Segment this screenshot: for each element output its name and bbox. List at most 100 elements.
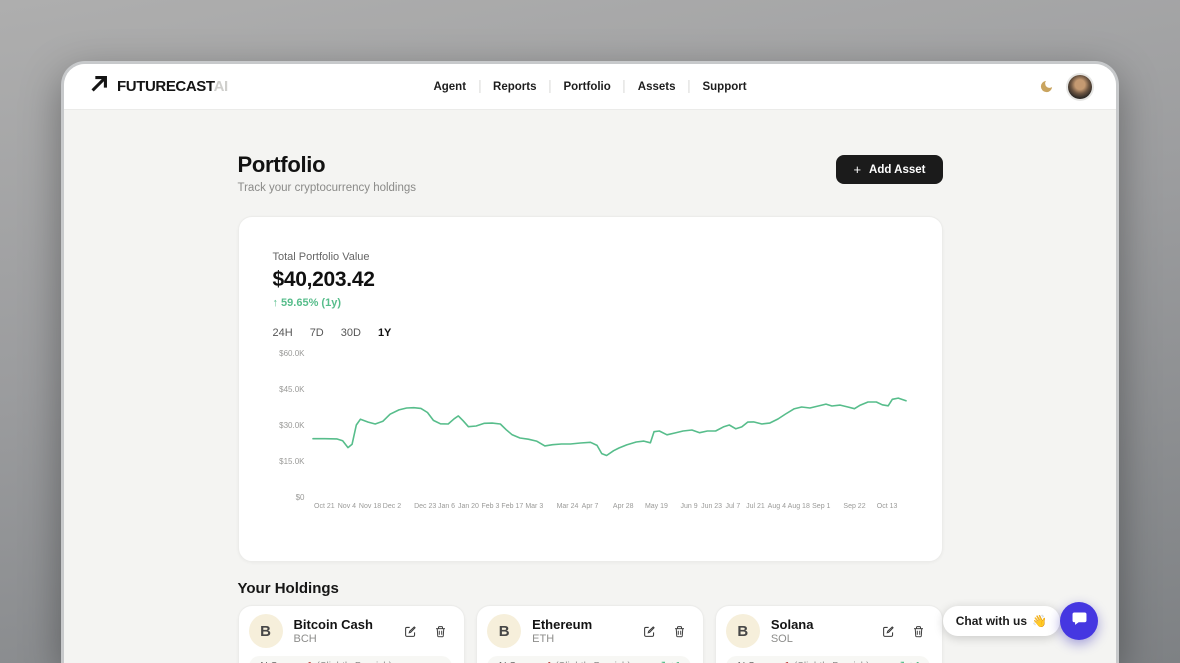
x-axis-label: Aug 18: [787, 503, 810, 510]
plus-icon: +: [853, 162, 862, 177]
ai-score-text: AI Score: -1 (Slightly Bearish): [736, 661, 870, 663]
x-axis-label: Jan 20: [457, 503, 479, 510]
portfolio-line-chart: $60.0K $45.0K $30.0K $15.0K $0: [273, 349, 907, 502]
ai-score-label: AI Score:: [259, 661, 300, 663]
top-navbar: FUTURECASTAI Agent Reports Portfolio Ass…: [64, 64, 1116, 110]
nav-divider: [688, 80, 690, 93]
nav-divider: [623, 80, 625, 93]
holding-card-eth: B Ethereum ETH: [476, 605, 704, 663]
ai-score-text: AI Score: -1 (Slightly Bearish): [259, 661, 393, 663]
chat-launcher-button[interactable]: [1060, 602, 1098, 640]
holdings-title: Your Holdings: [237, 580, 339, 597]
x-axis-label: Jul 21: [746, 503, 765, 510]
holding-card-sol: B Solana SOL: [714, 605, 943, 663]
portfolio-value-card: Total Portfolio Value $40,203.42 ↑ 59.65…: [237, 216, 943, 562]
ai-score-pill: AI Score: -1 (Slightly Bearish): [248, 656, 453, 663]
edit-icon[interactable]: [882, 625, 895, 638]
page-content: Portfolio Track your cryptocurrency hold…: [237, 152, 943, 663]
card-actions: [643, 625, 691, 638]
x-axis-label: Jun 23: [701, 503, 723, 510]
x-axis-label: May 19: [644, 503, 668, 510]
trend-value: +1: [669, 661, 680, 663]
y-axis-label: $30.0K: [279, 421, 305, 430]
delete-icon[interactable]: [673, 625, 686, 638]
coin-icon: B: [725, 614, 760, 648]
ai-score-label: AI Score:: [736, 661, 777, 663]
ai-score-value: -1: [781, 661, 790, 663]
x-axis-label: Jun 9: [680, 503, 698, 510]
x-axis-label: Jan 6: [437, 503, 456, 510]
page-header: Portfolio Track your cryptocurrency hold…: [238, 152, 943, 194]
coin-name: Bitcoin Cash: [293, 617, 373, 632]
main-nav: Agent Reports Portfolio Assets Support: [433, 80, 747, 93]
trending-up-icon: [655, 661, 666, 663]
coin-names: Ethereum ETH: [532, 617, 592, 645]
nav-divider: [479, 80, 481, 93]
edit-icon[interactable]: [404, 625, 417, 638]
nav-item-support[interactable]: Support: [702, 80, 747, 93]
delete-icon[interactable]: [912, 625, 925, 638]
x-axis-label: Dec 23: [414, 503, 437, 510]
trending-up-icon: [894, 661, 905, 663]
x-axis-label: Sep 1: [812, 503, 831, 510]
nav-item-reports[interactable]: Reports: [493, 80, 537, 93]
header-actions: [1037, 74, 1092, 99]
x-axis-label: Oct 13: [876, 503, 898, 510]
x-axis-label: Feb 17: [501, 503, 524, 510]
chat-label: Chat with us: [955, 614, 1028, 628]
app-window: FUTURECASTAI Agent Reports Portfolio Ass…: [61, 61, 1119, 663]
x-axis-label: Mar 24: [556, 503, 579, 510]
x-axis-label: Apr 28: [612, 503, 634, 510]
y-axis-label: $45.0K: [279, 385, 305, 394]
nav-item-agent[interactable]: Agent: [433, 80, 467, 93]
ai-score-value: -4: [542, 661, 551, 663]
add-asset-button[interactable]: + Add Asset: [836, 155, 943, 184]
chart-plot-area[interactable]: [311, 353, 907, 497]
ai-score-value: -1: [304, 661, 313, 663]
moon-icon[interactable]: [1037, 78, 1055, 96]
ai-score-pill: AI Score: -4 (Slightly Bearish) +1: [487, 656, 691, 663]
nav-item-portfolio[interactable]: Portfolio: [563, 80, 611, 93]
page-title-block: Portfolio Track your cryptocurrency hold…: [238, 152, 417, 194]
user-avatar[interactable]: [1068, 74, 1092, 99]
ai-score-sentiment: (Slightly Bearish): [555, 661, 631, 663]
range-tab-7d[interactable]: 7D: [309, 327, 324, 339]
x-axis-label: Sep 22: [843, 503, 866, 510]
coin-name: Solana: [770, 617, 814, 632]
chat-with-us-button[interactable]: Chat with us 👋: [942, 606, 1060, 636]
x-axis-label: Mar 3: [525, 503, 544, 510]
holding-card-header: B Ethereum ETH: [487, 614, 691, 648]
y-axis-label: $60.0K: [279, 349, 305, 358]
x-axis-label: Jul 7: [725, 503, 741, 510]
range-tab-24h[interactable]: 24H: [272, 327, 293, 339]
page-title: Portfolio: [237, 152, 326, 177]
edit-icon[interactable]: [643, 625, 656, 638]
range-tab-1y[interactable]: 1Y: [377, 327, 392, 339]
score-trend: +1: [655, 661, 681, 663]
nav-divider: [549, 80, 551, 93]
coin-name: Ethereum: [532, 617, 593, 632]
brand-name: FUTURECASTAI: [117, 78, 228, 95]
arrow-up-right-icon: [88, 73, 110, 100]
chart-y-axis: $60.0K $45.0K $30.0K $15.0K $0: [273, 349, 313, 502]
x-axis-label: Feb 3: [481, 503, 500, 510]
holding-card-header: B Solana SOL: [725, 614, 930, 648]
delete-icon[interactable]: [434, 625, 447, 638]
coin-symbol: SOL: [770, 633, 793, 645]
coin-symbol: BCH: [293, 633, 317, 645]
chart-x-axis: Oct 21 Nov 4 Nov 18 Dec 2 Dec 23 Jan 6 Jan 20 F…: [313, 503, 906, 517]
coin-names: Solana SOL: [771, 617, 814, 645]
brand-suffix: AI: [213, 78, 229, 95]
x-axis-label: Dec 2: [382, 503, 402, 510]
line-series: [311, 397, 907, 457]
nav-item-assets[interactable]: Assets: [637, 80, 676, 93]
ai-score-sentiment: (Slightly Bearish): [317, 661, 393, 663]
brand-logo[interactable]: FUTURECASTAI: [88, 73, 228, 100]
trend-value: +4: [908, 661, 919, 663]
holding-card-header: B Bitcoin Cash BCH: [248, 614, 453, 648]
add-asset-label: Add Asset: [869, 163, 926, 176]
range-tabs: 24H 7D 30D 1Y: [273, 327, 906, 339]
range-tab-30d[interactable]: 30D: [340, 327, 361, 339]
card-actions: [404, 625, 452, 638]
